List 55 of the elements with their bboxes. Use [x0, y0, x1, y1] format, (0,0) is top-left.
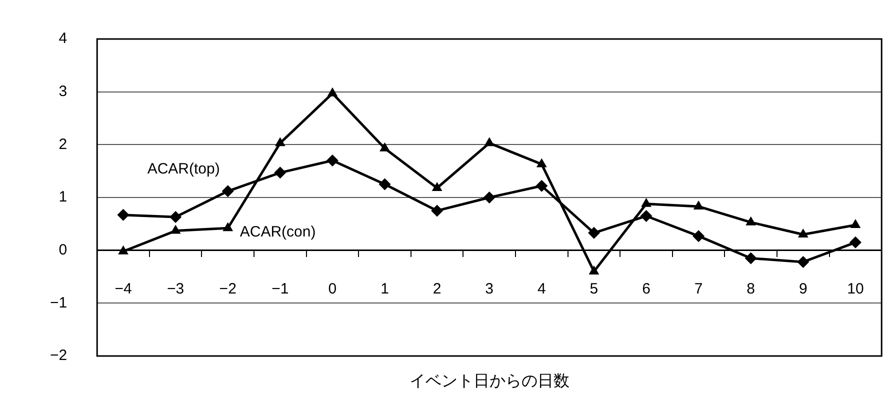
- point: [588, 226, 600, 239]
- point: [693, 200, 704, 210]
- point: [274, 137, 286, 146]
- point: [274, 166, 286, 179]
- point: [640, 210, 652, 222]
- point: [536, 180, 548, 192]
- y-tick-label: 4: [58, 30, 68, 48]
- y-tick-label: −2: [50, 347, 68, 364]
- point: [744, 252, 757, 264]
- point: [798, 228, 808, 238]
- point: [380, 142, 390, 152]
- point: [431, 204, 444, 217]
- point: [378, 178, 391, 190]
- point: [222, 185, 234, 198]
- series-label: ACAR(con): [240, 223, 316, 240]
- x-tick-label: −1: [272, 280, 289, 298]
- x-tick-label: −2: [219, 280, 236, 298]
- x-tick-label: 8: [746, 280, 756, 298]
- point: [432, 182, 442, 191]
- x-tick-label: 7: [694, 280, 703, 298]
- point: [536, 158, 547, 168]
- x-axis-title: イベント日からの日数: [409, 371, 570, 390]
- y-tick-label: 0: [58, 241, 68, 258]
- x-tick-label: −3: [167, 280, 184, 298]
- y-tick-label: 3: [58, 82, 68, 100]
- point: [849, 236, 862, 248]
- point: [222, 222, 234, 232]
- x-tick-label: 0: [328, 280, 337, 298]
- x-tick-label: 10: [847, 280, 864, 298]
- x-tick-label: −4: [114, 280, 132, 298]
- point: [483, 192, 496, 204]
- y-tick-label: 2: [58, 136, 68, 153]
- point: [850, 218, 861, 228]
- x-tick-label: 2: [432, 280, 442, 298]
- x-tick-label: 1: [380, 280, 389, 298]
- point: [117, 208, 130, 221]
- point: [692, 230, 705, 242]
- point: [170, 224, 181, 234]
- x-tick-label: 9: [798, 280, 808, 298]
- point: [118, 245, 128, 254]
- y-tick-label: −1: [50, 294, 68, 312]
- series-label: ACAR(top): [147, 160, 220, 178]
- point: [327, 87, 338, 96]
- point: [641, 198, 652, 207]
- x-tick-label: 4: [537, 280, 546, 298]
- x-tick-label: 5: [590, 280, 598, 298]
- y-tick-label: 1: [58, 188, 68, 206]
- x-tick-label: 6: [642, 280, 650, 298]
- point: [797, 256, 810, 268]
- point: [588, 265, 600, 274]
- point: [746, 216, 756, 226]
- point: [484, 137, 495, 146]
- point: [326, 154, 338, 167]
- point: [170, 211, 182, 224]
- x-tick-label: 3: [485, 280, 494, 298]
